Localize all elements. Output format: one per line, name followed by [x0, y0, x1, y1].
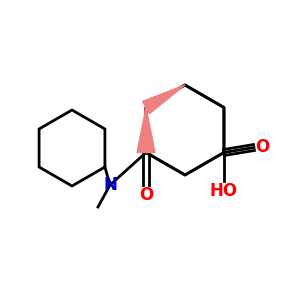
Text: N: N [103, 176, 117, 194]
Polygon shape [142, 85, 185, 114]
Text: HO: HO [210, 182, 238, 200]
Polygon shape [137, 107, 155, 152]
Text: O: O [139, 185, 153, 203]
Text: O: O [255, 139, 269, 157]
